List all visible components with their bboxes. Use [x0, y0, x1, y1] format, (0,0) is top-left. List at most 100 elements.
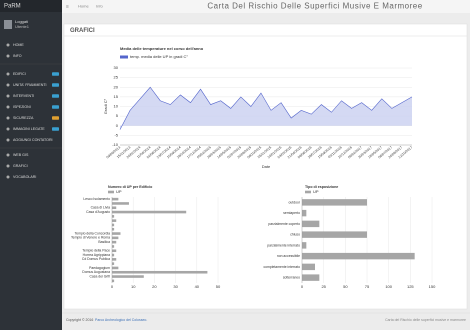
bar: [302, 209, 307, 217]
menu-item[interactable]: WEB GIS: [13, 153, 29, 157]
y-tick-label: 30: [114, 65, 119, 70]
y-tick-label: semiaperto: [283, 211, 300, 215]
legend-label: UP: [313, 189, 319, 194]
menu-icon: [6, 83, 10, 87]
y-tick-label: Casa d'Augusto: [86, 210, 110, 214]
bar: [302, 263, 315, 271]
y-tick-label: parzialmente coperto: [268, 222, 300, 226]
bar: [112, 223, 115, 227]
top-link[interactable]: Home: [78, 4, 89, 9]
menu-item[interactable]: UNITA' FRAMMENTI: [13, 83, 47, 87]
menu-toggle[interactable]: ≡: [66, 4, 69, 10]
x-tick-label: 50: [343, 284, 348, 289]
menu-icon: [6, 127, 10, 131]
bar: [302, 231, 367, 238]
menu-item[interactable]: GRAFICI: [13, 164, 28, 168]
y-tick-label: 20: [114, 84, 119, 89]
chart-title: Media delle temperature nel corso dell'a…: [120, 46, 204, 51]
bar: [112, 236, 119, 240]
menu-item[interactable]: INFO: [13, 54, 22, 58]
menu-item[interactable]: EDIFICI: [13, 72, 26, 76]
bar: [112, 275, 144, 278]
top-link[interactable]: Info: [96, 4, 103, 9]
menu-item[interactable]: VOCABOLARI: [13, 175, 36, 179]
bar: [302, 252, 415, 260]
y-tick-label: 0: [116, 123, 119, 128]
avatar: [4, 20, 12, 29]
menu-item[interactable]: SICUREZZA: [13, 116, 34, 120]
y-tick-label: Tempio della Pace: [82, 249, 110, 253]
y-tick-label: -10: [112, 142, 119, 147]
menu-icon: [6, 43, 10, 47]
bar: [112, 202, 129, 205]
x-tick-label: 10: [131, 284, 136, 289]
y-tick-label: outdoor: [289, 200, 301, 204]
y-axis-label: Gradi C°: [103, 98, 108, 114]
y-tick-label: Tempio della Concordia: [75, 231, 111, 235]
menu-item[interactable]: INTERVENTI: [13, 94, 34, 98]
x-tick-label: 50: [216, 284, 221, 289]
bar: [302, 199, 367, 206]
legend-swatch: [108, 190, 114, 194]
menu-badge: [52, 116, 59, 120]
bar: [112, 206, 117, 210]
y-tick-label: non accessibile: [277, 254, 300, 258]
y-tick-label: Cd Domus Publica: [82, 257, 110, 261]
menu-icon: [6, 54, 10, 58]
menu-icon: [6, 153, 10, 157]
legend-swatch: [120, 55, 128, 59]
x-tick-label: 30: [173, 284, 178, 289]
bar: [112, 245, 115, 248]
legend-label: UP: [116, 189, 122, 194]
bar: [112, 232, 121, 235]
chart-title: Tipo di esposizione: [305, 185, 338, 189]
menu-item[interactable]: HOME: [13, 43, 24, 47]
app-title: Carta Del Rischio Delle Superfici Musive…: [207, 2, 422, 11]
y-tick-label: sotterraneo: [283, 276, 300, 280]
menu-icon: [6, 138, 10, 142]
bar: [112, 266, 119, 270]
y-tick-label: 5: [116, 113, 119, 118]
menu-icon: [6, 72, 10, 76]
x-tick-label: 75: [365, 284, 370, 289]
x-tick-label: 125: [407, 284, 414, 289]
bar: [112, 262, 115, 265]
line: [119, 86, 413, 130]
menu-badge: [52, 105, 59, 109]
footer-link[interactable]: Parco Archeologico del Colosseo.: [95, 318, 147, 322]
user-sub: Utente1: [15, 24, 30, 29]
bar: [302, 220, 320, 228]
y-tick-label: completamente interrato: [263, 265, 300, 269]
bar: [302, 242, 307, 249]
menu-item[interactable]: IMMAGINI LEGATE: [13, 127, 45, 131]
x-tick-label: 0: [301, 284, 304, 289]
y-tick-label: chiuso: [290, 233, 300, 237]
bar: [112, 279, 115, 283]
menu-item[interactable]: ISPEZIONI: [13, 105, 31, 109]
bar: [112, 249, 117, 253]
menu-badge: [52, 72, 59, 76]
x-tick-label: 40: [195, 284, 200, 289]
y-tick-label: Tempio di Venere e Roma: [71, 236, 110, 240]
menu-item[interactable]: AGGIUNGI CONTATORI: [13, 138, 53, 142]
y-tick-label: Casa dei Grifi: [89, 274, 110, 278]
y-tick-label: Casa di Livia: [91, 206, 111, 210]
y-tick-label: Horrea Agrippiana: [83, 253, 110, 257]
menu-badge: [52, 94, 59, 98]
copyright: Copyright © 2016: [66, 318, 93, 322]
menu-icon: [6, 94, 10, 98]
x-tick-label: 150: [429, 284, 436, 289]
bar: [112, 240, 117, 244]
menu-icon: [6, 175, 10, 179]
y-tick-label: -5: [114, 132, 118, 137]
logo-bar: [0, 0, 62, 12]
panel: [63, 23, 468, 310]
bar: [112, 197, 119, 201]
y-tick-label: Paedagogium: [89, 266, 110, 270]
bar: [112, 219, 117, 222]
chart-title: Numero di UP per Edificio: [108, 185, 153, 189]
area: [120, 87, 412, 130]
user: Loggati: [15, 19, 28, 24]
x-tick-label: 0: [111, 284, 114, 289]
